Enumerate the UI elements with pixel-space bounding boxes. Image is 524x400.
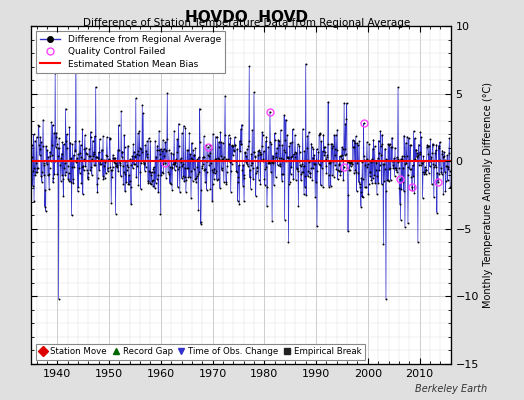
Text: HOVDO  HOVD: HOVDO HOVD [185,10,308,25]
Legend: Station Move, Record Gap, Time of Obs. Change, Empirical Break: Station Move, Record Gap, Time of Obs. C… [36,344,365,360]
Text: Berkeley Earth: Berkeley Earth [415,384,487,394]
Y-axis label: Monthly Temperature Anomaly Difference (°C): Monthly Temperature Anomaly Difference (… [483,82,493,308]
Text: Difference of Station Temperature Data from Regional Average: Difference of Station Temperature Data f… [83,18,410,28]
